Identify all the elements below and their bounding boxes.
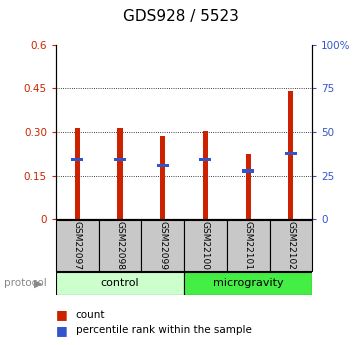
Text: count: count [76,310,105,319]
Bar [288,91,293,219]
Text: GSM22101: GSM22101 [244,221,253,270]
Text: ■: ■ [56,308,68,321]
Bar [200,158,212,161]
Bar [245,154,251,219]
Text: GSM22097: GSM22097 [73,221,82,270]
Bar [142,220,184,271]
Text: GSM22099: GSM22099 [158,221,167,270]
Text: control: control [101,278,139,288]
Text: percentile rank within the sample: percentile rank within the sample [76,325,252,335]
Text: GSM22098: GSM22098 [116,221,125,270]
Text: protocol: protocol [4,278,46,288]
Text: microgravity: microgravity [213,278,283,288]
Text: GDS928 / 5523: GDS928 / 5523 [123,9,238,23]
Bar [114,158,126,161]
Bar [157,164,169,167]
Bar [117,128,123,219]
Bar [203,130,208,219]
Text: ■: ■ [56,324,68,337]
Text: ▶: ▶ [34,278,43,288]
Bar [99,220,142,271]
Text: GSM22100: GSM22100 [201,221,210,270]
Bar [56,272,184,295]
Bar [242,169,254,173]
Bar [160,136,165,219]
Bar [227,220,270,271]
Bar [270,220,312,271]
Bar [184,220,227,271]
Bar [56,220,99,271]
Bar [75,128,80,219]
Bar [71,158,83,161]
Bar [285,152,297,156]
Bar [184,272,312,295]
Text: GSM22102: GSM22102 [286,221,295,270]
